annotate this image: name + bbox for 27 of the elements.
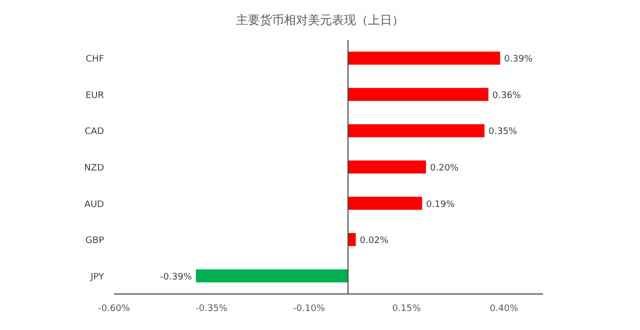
- data-label: 0.02%: [360, 236, 389, 246]
- y-tick-label: CAD: [84, 127, 104, 138]
- bar: [348, 88, 488, 101]
- y-tick-label: EUR: [85, 90, 104, 101]
- bar: [348, 52, 500, 65]
- data-label: 0.39%: [504, 54, 534, 65]
- x-tick-label: 0.15%: [392, 304, 422, 314]
- x-tick-label: -0.10%: [293, 304, 326, 314]
- data-label: 0.20%: [430, 164, 460, 174]
- bar: [348, 160, 426, 174]
- x-tick-label: 0.40%: [490, 304, 519, 314]
- x-tick-label: -0.60%: [98, 304, 130, 314]
- y-tick-label: JPY: [90, 272, 104, 282]
- bar: [348, 124, 484, 138]
- data-label: 0.35%: [488, 127, 518, 138]
- bar: [348, 233, 356, 246]
- bar: [348, 196, 422, 210]
- data-label: -0.39%: [160, 272, 192, 282]
- data-label: 0.19%: [426, 200, 456, 210]
- data-label: 0.36%: [492, 90, 522, 101]
- y-tick-label: GBP: [85, 236, 105, 246]
- y-tick-label: NZD: [84, 164, 104, 174]
- y-tick-label: AUD: [84, 200, 104, 210]
- y-tick-label: CHF: [86, 54, 104, 65]
- chart-title: 主要货币相对美元表现（上日）: [236, 13, 404, 27]
- bar: [196, 269, 348, 282]
- x-tick-label: -0.35%: [196, 304, 228, 314]
